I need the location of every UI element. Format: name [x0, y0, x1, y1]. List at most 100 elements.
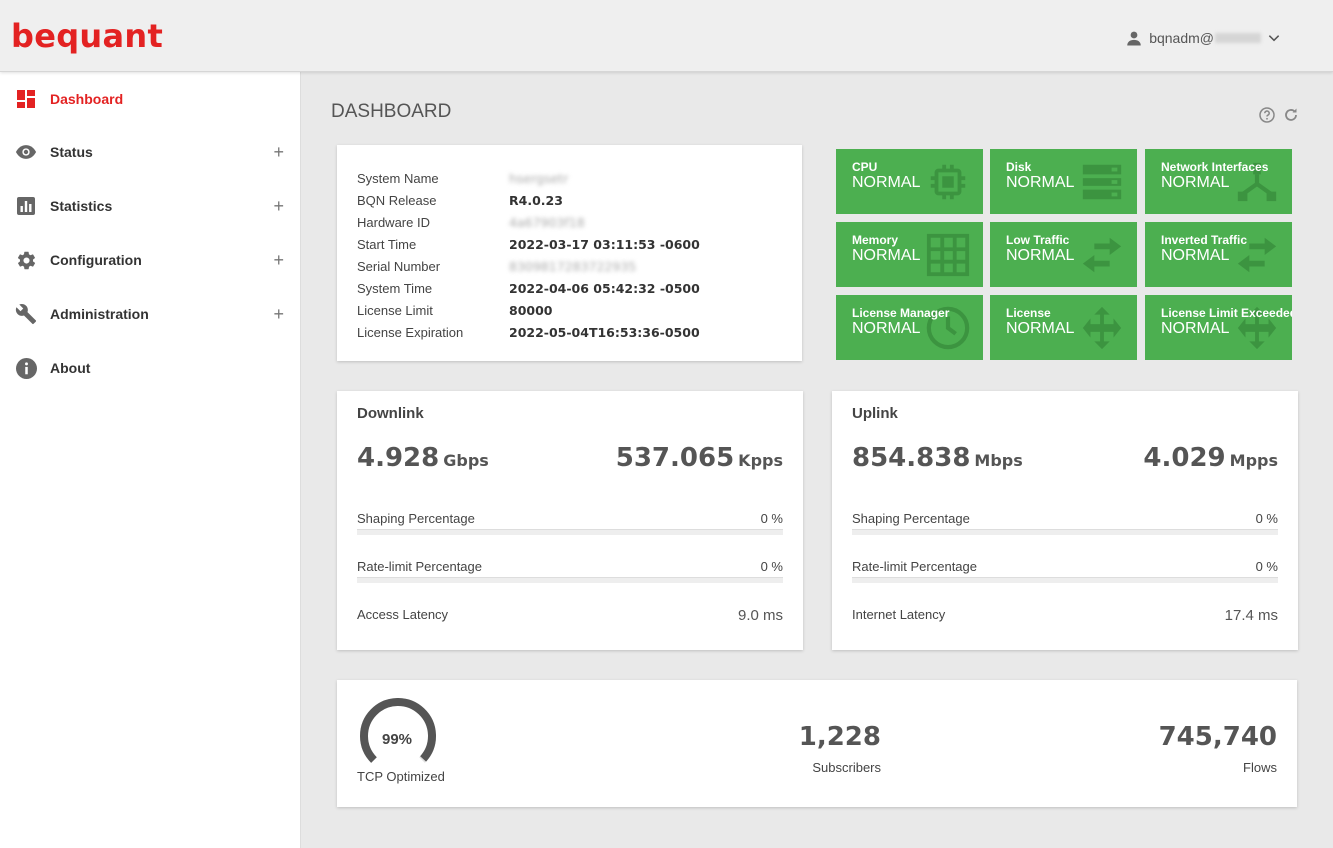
system-time-row: System Time 2022-04-06 05:42:32 -0500: [357, 280, 700, 296]
hardware-id-row: Hardware ID 4a67903f18: [357, 214, 585, 230]
sidebar-item-dashboard[interactable]: Dashboard: [0, 72, 300, 126]
system-name-row: System Name hsergsetr: [357, 170, 569, 186]
sidebar: Dashboard Status + Statistics + Configur…: [0, 72, 301, 848]
clock-icon: [926, 306, 970, 350]
tile-status: NORMAL: [1161, 247, 1230, 264]
card-title: Uplink: [852, 405, 898, 422]
ratelimit-progress-bar: [357, 577, 783, 583]
system-info-card: System Name hsergsetr BQN Release R4.0.23 …: [337, 145, 802, 361]
tile-status: NORMAL: [852, 320, 921, 337]
tile-status: NORMAL: [1161, 320, 1230, 337]
sidebar-item-label: Configuration: [50, 252, 142, 268]
serial-number-row: Serial Number 8309817283722935: [357, 258, 637, 274]
sidebar-item-about[interactable]: About: [0, 341, 300, 395]
sidebar-item-label: Status: [50, 144, 93, 160]
move-arrows-icon: [1082, 306, 1122, 350]
bequant-logo[interactable]: bequant: [11, 17, 164, 55]
downlink-throughput: 4.928 Gbps: [357, 443, 489, 473]
username: bqnadm@: [1149, 30, 1261, 46]
sidebar-item-status[interactable]: Status +: [0, 125, 300, 179]
disk-icon: [1082, 164, 1122, 200]
sidebar-item-label: Dashboard: [50, 91, 124, 107]
downlink-rates: 4.928 Gbps 537.065 Kpps: [357, 443, 783, 473]
eye-icon: [15, 141, 37, 163]
license-expiration-row: License Expiration 2022-05-04T16:53:36-05…: [357, 324, 700, 340]
tile-license-manager[interactable]: License Manager NORMAL: [836, 295, 983, 360]
expand-plus-icon[interactable]: +: [273, 249, 284, 270]
tcp-optimized-label: TCP Optimized: [357, 769, 445, 784]
tile-memory[interactable]: Memory NORMAL: [836, 222, 983, 287]
serial-number-value: 8309817283722935: [509, 258, 637, 274]
tile-status: NORMAL: [1006, 320, 1075, 337]
move-arrows-icon: [1237, 306, 1277, 350]
system-name-value: hsergsetr: [509, 170, 569, 186]
tile-status: NORMAL: [852, 247, 921, 264]
uplink-packets: 4.029 Mpps: [1143, 443, 1278, 473]
uplink-shaping: Shaping Percentage 0 %: [852, 511, 1278, 535]
sidebar-item-statistics[interactable]: Statistics +: [0, 179, 300, 233]
sidebar-item-label: Administration: [50, 306, 149, 322]
sidebar-item-administration[interactable]: Administration +: [0, 287, 300, 341]
subscribers-stat: 1,228 Subscribers: [797, 722, 881, 775]
dashboard-icon: [15, 88, 37, 110]
bqn-release-row: BQN Release R4.0.23: [357, 192, 563, 208]
cpu-icon: [930, 164, 966, 200]
tile-license[interactable]: License NORMAL: [990, 295, 1137, 360]
expand-plus-icon[interactable]: +: [273, 195, 284, 216]
downlink-shaping: Shaping Percentage 0 %: [357, 511, 783, 535]
expand-plus-icon[interactable]: +: [273, 303, 284, 324]
sidebar-item-configuration[interactable]: Configuration +: [0, 233, 300, 287]
tile-license-limit-exceeded[interactable]: License Limit Exceeded NORMAL: [1145, 295, 1292, 360]
network-icon: [1237, 162, 1277, 202]
system-time-value: 2022-04-06 05:42:32 -0500: [509, 280, 700, 296]
uplink-throughput: 854.838 Mbps: [852, 443, 1023, 473]
subscribers-value: 1,228: [798, 722, 881, 752]
shaping-progress-bar: [852, 529, 1278, 535]
tcp-optimized-value: 99%: [381, 731, 413, 748]
tile-disk[interactable]: Disk NORMAL: [990, 149, 1137, 214]
sidebar-item-label: Statistics: [50, 198, 113, 214]
flows-label: Flows: [1243, 760, 1277, 775]
license-limit-value: 80000: [509, 302, 553, 318]
bqn-release-value: R4.0.23: [509, 192, 563, 208]
tile-low-traffic[interactable]: Low Traffic NORMAL: [990, 222, 1137, 287]
sidebar-item-label: About: [50, 360, 91, 376]
tile-status: NORMAL: [1006, 174, 1075, 191]
chevron-down-icon[interactable]: [1267, 31, 1281, 45]
page-title: DASHBOARD: [331, 101, 452, 122]
user-icon: [1127, 31, 1141, 46]
user-menu[interactable]: bqnadm@: [1125, 29, 1281, 47]
memory-grid-icon: [926, 233, 970, 277]
username-redacted: [1215, 33, 1261, 43]
gear-icon: [15, 249, 37, 271]
summary-card: 99% TCP Optimized 1,228 Subscribers 745,…: [337, 680, 1297, 807]
refresh-icon[interactable]: [1283, 107, 1299, 123]
tile-status: NORMAL: [852, 174, 921, 191]
tile-network-interfaces[interactable]: Network Interfaces NORMAL: [1145, 149, 1292, 214]
swap-arrows-icon: [1082, 237, 1122, 273]
bar-chart-icon: [15, 195, 37, 217]
shaping-progress-bar: [357, 529, 783, 535]
license-limit-row: License Limit 80000: [357, 302, 553, 318]
card-title: Downlink: [357, 405, 424, 422]
top-bar: bequant bqnadm@: [0, 0, 1333, 72]
license-expiration-value: 2022-05-04T16:53:36-0500: [509, 324, 700, 340]
tile-inverted-traffic[interactable]: Inverted Traffic NORMAL: [1145, 222, 1292, 287]
downlink-packets: 537.065 Kpps: [615, 443, 783, 473]
ratelimit-progress-bar: [852, 577, 1278, 583]
expand-plus-icon[interactable]: +: [273, 141, 284, 162]
wrench-icon: [15, 303, 37, 325]
uplink-ratelimit: Rate-limit Percentage 0 %: [852, 559, 1278, 583]
swap-arrows-icon: [1237, 237, 1277, 273]
start-time-row: Start Time 2022-03-17 03:11:53 -0600: [357, 236, 700, 252]
downlink-card: Downlink 4.928 Gbps 537.065 Kpps Shaping P…: [337, 391, 803, 650]
downlink-latency: Access Latency 9.0 ms: [357, 607, 783, 624]
tile-cpu[interactable]: CPU NORMAL: [836, 149, 983, 214]
page-toolbar: [1259, 107, 1299, 123]
tcp-optimized-gauge: [360, 698, 436, 763]
hardware-id-value: 4a67903f18: [509, 214, 585, 230]
help-icon[interactable]: [1259, 107, 1275, 123]
subscribers-label: Subscribers: [812, 760, 881, 775]
flows-value: 745,740: [1158, 722, 1277, 752]
start-time-value: 2022-03-17 03:11:53 -0600: [509, 236, 700, 252]
